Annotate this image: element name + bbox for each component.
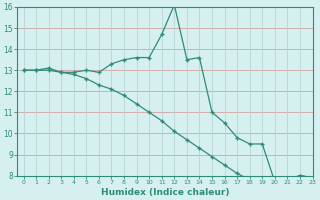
- X-axis label: Humidex (Indice chaleur): Humidex (Indice chaleur): [101, 188, 229, 197]
